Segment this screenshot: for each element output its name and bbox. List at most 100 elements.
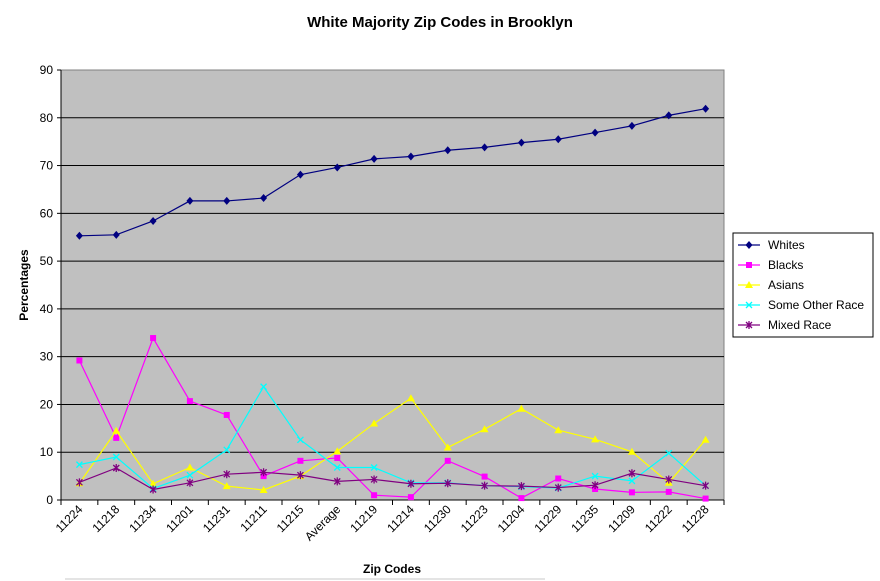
data-point-blacks [628, 489, 635, 496]
data-point-whites [665, 111, 673, 120]
x-tick-label: 11229 [532, 502, 565, 535]
data-point-asians [222, 482, 231, 490]
data-point-whites [296, 170, 304, 179]
y-tick-label: 50 [40, 254, 54, 268]
x-tick-label: 11218 [90, 502, 123, 535]
data-point-whites [370, 154, 378, 163]
data-point-whites [112, 230, 120, 239]
x-tick-label: 11219 [347, 502, 380, 535]
y-tick-label: 60 [40, 206, 54, 220]
y-tick-label: 40 [40, 302, 54, 316]
x-tick-label: 11224 [53, 502, 86, 535]
data-point-whites [591, 128, 599, 137]
data-point-asians [701, 435, 710, 443]
data-point-blacks [186, 398, 193, 405]
data-point-mixed-race [628, 469, 636, 478]
series-line-some-other-race [79, 385, 706, 490]
data-point-whites [628, 121, 636, 130]
x-tick-label: 11231 [200, 502, 233, 535]
data-point-mixed-race [702, 481, 710, 490]
x-tick-label: 11222 [642, 502, 675, 535]
x-tick-label: 11201 [163, 502, 196, 535]
data-point-blacks [223, 411, 230, 418]
legend-marker-mixed-race [745, 321, 753, 329]
y-tick-label: 90 [40, 63, 54, 77]
y-tick-label: 80 [40, 111, 54, 125]
data-point-asians [259, 485, 268, 493]
data-point-mixed-race [333, 477, 341, 486]
data-point-some-other-race [186, 471, 194, 479]
x-axis-title: Zip Codes [363, 562, 421, 576]
data-point-blacks [113, 434, 120, 441]
legend-label-asians: Asians [768, 278, 804, 292]
data-point-asians [406, 394, 415, 402]
series-line-blacks [78, 336, 706, 500]
data-point-some-other-race [75, 461, 83, 469]
gridlines [61, 117, 724, 453]
data-point-whites [260, 194, 268, 203]
series-line-whites [79, 108, 706, 237]
data-point-mixed-race [223, 470, 231, 479]
chart-title: White Majority Zip Codes in Brooklyn [307, 14, 573, 31]
data-point-some-other-race [112, 453, 120, 461]
y-tick-label: 20 [40, 397, 54, 411]
data-point-whites [223, 196, 231, 205]
data-point-mixed-race [260, 468, 268, 477]
series-line-mixed-race [79, 467, 706, 491]
y-tick-label: 70 [40, 159, 54, 173]
data-point-mixed-race [149, 485, 157, 494]
data-point-mixed-race [75, 478, 83, 487]
data-point-blacks [702, 495, 709, 502]
x-tick-label: 11234 [126, 502, 159, 535]
legend-label-blacks: Blacks [768, 258, 803, 272]
data-point-some-other-race [370, 464, 378, 471]
data-point-whites [444, 146, 452, 155]
data-point-some-other-race [665, 449, 673, 457]
x-tick-label: 11223 [458, 502, 491, 535]
data-point-blacks [444, 457, 451, 464]
legend-marker-whites [745, 241, 753, 249]
data-point-blacks [518, 495, 525, 502]
y-tick-label: 0 [46, 493, 53, 507]
data-point-whites [481, 143, 489, 152]
data-point-mixed-race [554, 483, 562, 492]
data-point-blacks [297, 457, 304, 464]
y-axis-title: Percentages [17, 249, 31, 321]
series-mixed-race [75, 463, 710, 494]
data-point-blacks [555, 475, 562, 482]
data-point-mixed-race [444, 479, 452, 488]
x-tick-label: Average [302, 502, 344, 544]
y-tick-label: 10 [40, 445, 54, 459]
legend-marker-asians [745, 281, 753, 288]
data-point-asians [627, 447, 636, 455]
legend-label-some-other-race: Some Other Race [768, 298, 864, 312]
data-point-asians [185, 463, 194, 471]
data-point-blacks [76, 357, 83, 364]
data-point-asians [480, 425, 489, 433]
data-point-some-other-race [628, 477, 636, 485]
data-point-blacks [407, 494, 414, 501]
legend-label-whites: Whites [768, 238, 805, 252]
data-point-whites [186, 196, 194, 205]
plot-area [60, 69, 725, 501]
x-tick-label: 11228 [679, 502, 712, 535]
data-point-some-other-race [296, 436, 304, 444]
data-point-asians [333, 447, 342, 455]
data-point-some-other-race [591, 472, 599, 480]
data-point-whites [333, 163, 341, 172]
x-tick-label: 11209 [605, 502, 638, 535]
data-point-mixed-race [186, 478, 194, 487]
data-point-blacks [481, 473, 488, 480]
data-point-mixed-race [591, 481, 599, 490]
data-point-mixed-race [517, 482, 525, 491]
data-point-asians [443, 443, 452, 451]
legend-marker-blacks [746, 262, 752, 268]
data-point-asians [149, 479, 158, 487]
data-point-whites [149, 216, 157, 225]
x-tick-label: 11214 [384, 502, 417, 535]
data-point-asians [370, 419, 379, 427]
x-tick-label: 11235 [568, 502, 601, 535]
data-point-blacks [150, 335, 157, 342]
data-point-blacks [334, 454, 341, 461]
